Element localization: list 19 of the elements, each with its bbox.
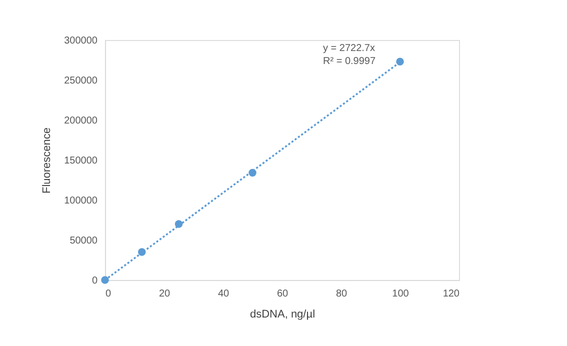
annotation: y = 2722.7x [323, 43, 375, 54]
x-tick-label: 80 [336, 288, 348, 300]
y-axis-title: Fluorescence [41, 127, 54, 194]
x-tick-label: 20 [158, 288, 170, 300]
annotation: R² = 0.9997 [323, 56, 376, 67]
y-tick-label: 100000 [64, 196, 98, 206]
y-tick-label: 250000 [64, 76, 98, 86]
y-tick-label: 0 [92, 276, 98, 286]
point [396, 58, 404, 66]
x-tick-label: 100 [392, 288, 410, 300]
y-tick-label: 200000 [64, 116, 98, 126]
x-tick-label: 0 [106, 288, 112, 300]
x-tick-label: 120 [442, 288, 460, 300]
x-axis-title: dsDNA, ng/µl [250, 308, 316, 320]
x-tick-label: 40 [218, 288, 230, 300]
y-tick-label: 50000 [70, 236, 98, 246]
y-tick-label: 300000 [64, 36, 98, 46]
y-tick-label: 150000 [64, 156, 98, 166]
x-tick-label: 60 [276, 288, 288, 300]
